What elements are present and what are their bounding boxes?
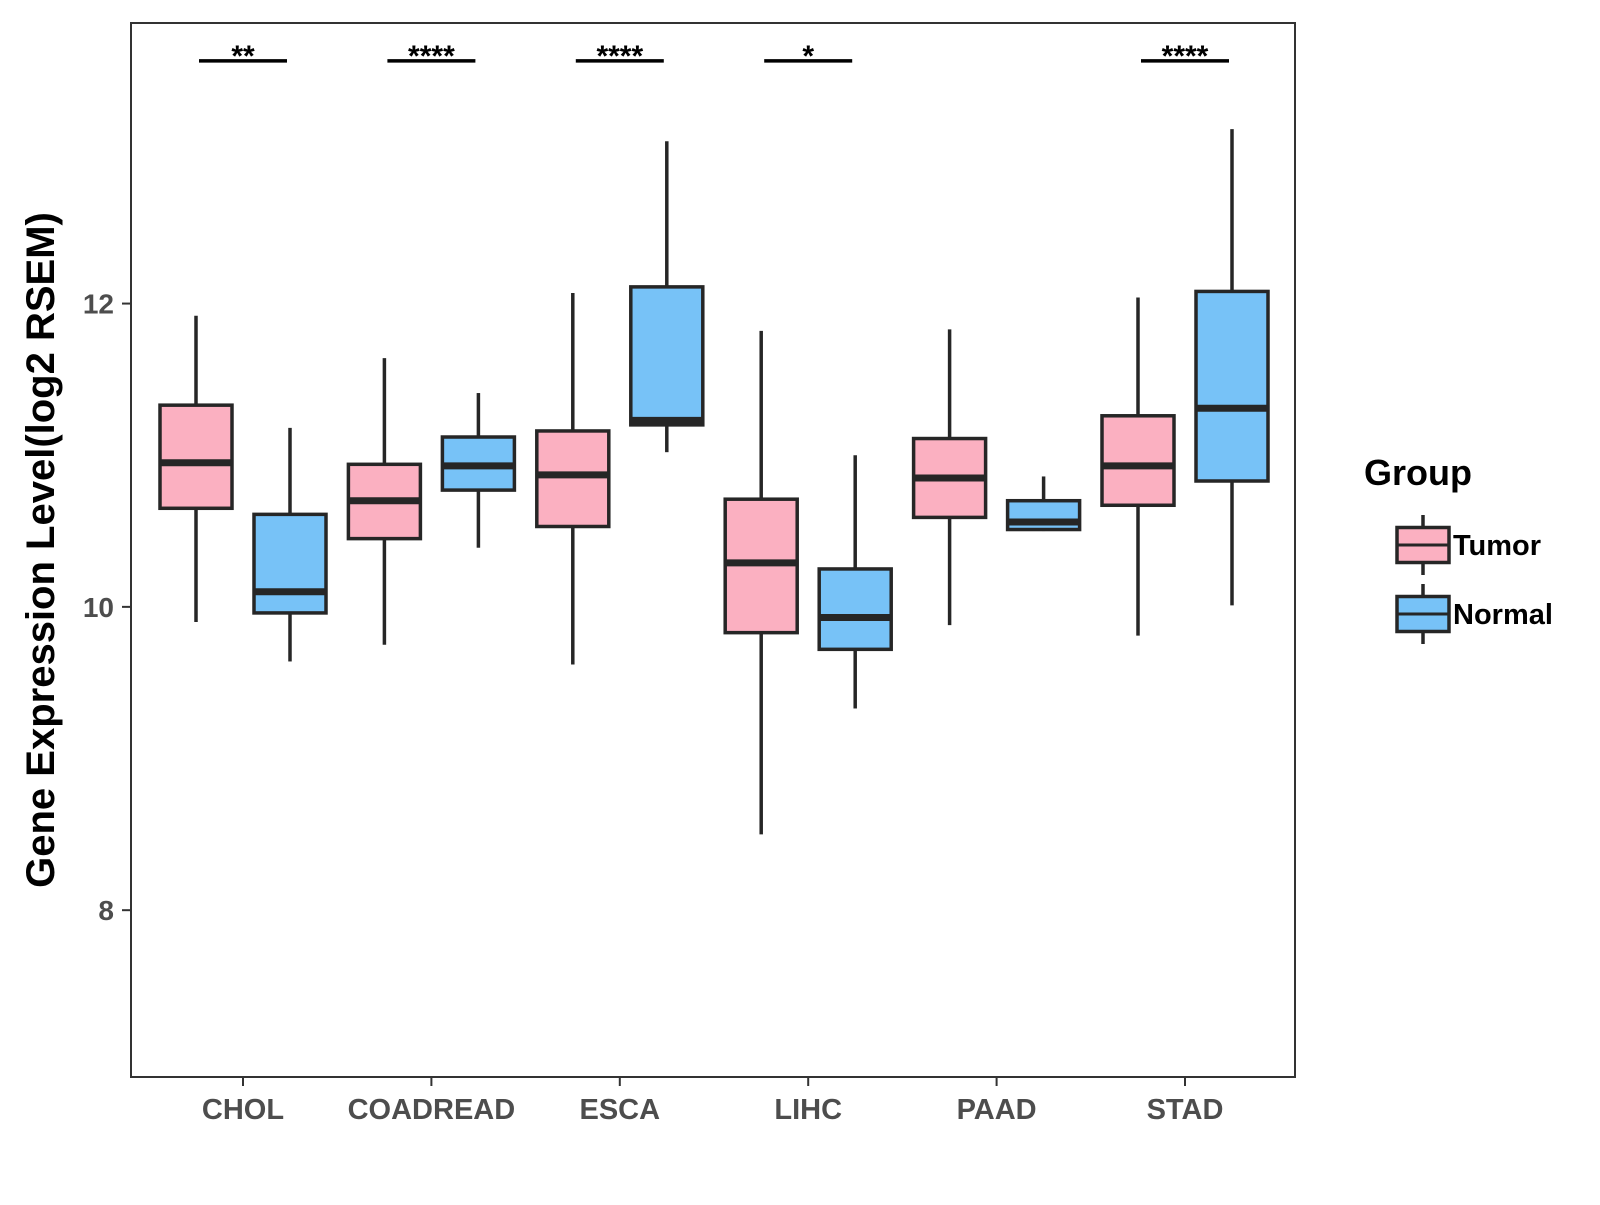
marks-layer (158, 129, 1270, 835)
sig-label-esca: **** (596, 40, 643, 73)
box-stad-tumor (1100, 297, 1176, 636)
box-stad-normal (1194, 129, 1270, 606)
box-esca-normal (629, 141, 705, 453)
box-body-chol-normal (252, 512, 328, 615)
box-paad-normal (1005, 476, 1082, 532)
legend: Group Tumor Normal (1364, 452, 1553, 644)
legend-title: Group (1364, 452, 1472, 493)
box-lihc-tumor (723, 330, 799, 835)
x-tick-label-stad: STAD (1147, 1094, 1224, 1126)
x-tick-label-esca: ESCA (580, 1094, 661, 1126)
legend-label-normal: Normal (1453, 599, 1553, 631)
legend-item-normal: Normal (1395, 584, 1553, 644)
x-tick-label-chol: CHOL (202, 1094, 284, 1126)
y-tick-label-12: 12 (83, 289, 114, 320)
plot-panel-border (130, 22, 1296, 1078)
sig-coadread: **** (387, 40, 476, 73)
sig-chol: ** (199, 40, 287, 73)
box-coadread-normal (440, 393, 517, 548)
y-tick-label-8: 8 (98, 895, 114, 926)
box-body-esca-tumor (535, 429, 611, 529)
box-body-esca-normal (629, 285, 705, 427)
significance-layer: ** **** **** * **** (199, 40, 1229, 73)
sig-label-stad: **** (1162, 40, 1209, 73)
box-chol-normal (252, 427, 328, 662)
x-tick-label-coadread: COADREAD (348, 1094, 516, 1126)
y-axis-title: Gene Expression Level(log2 RSEM) (19, 212, 63, 888)
sig-label-chol: ** (231, 40, 255, 73)
legend-label-tumor: Tumor (1453, 530, 1541, 562)
sig-lihc: * (764, 40, 853, 73)
legend-item-tumor: Tumor (1395, 515, 1541, 575)
sig-label-coadread: **** (408, 40, 455, 73)
box-body-chol-tumor (158, 403, 234, 511)
sig-label-lihc: * (802, 40, 814, 73)
sig-stad: **** (1141, 40, 1229, 73)
box-body-stad-normal (1194, 289, 1270, 483)
axes-layer: 8 10 12 CHOL COADREAD ESCA LIHC PAAD STAD (83, 289, 1224, 1126)
sig-esca: **** (575, 40, 664, 73)
box-chol-tumor (158, 315, 234, 623)
x-tick-label-lihc: LIHC (774, 1094, 842, 1126)
y-tick-label-10: 10 (83, 592, 114, 623)
box-coadread-tumor (346, 358, 423, 645)
x-tick-label-paad: PAAD (957, 1094, 1037, 1126)
box-esca-tumor (535, 292, 611, 665)
box-lihc-normal (817, 455, 893, 709)
box-paad-tumor (911, 329, 988, 626)
box-body-lihc-normal (817, 567, 893, 652)
box-body-stad-tumor (1100, 414, 1176, 508)
